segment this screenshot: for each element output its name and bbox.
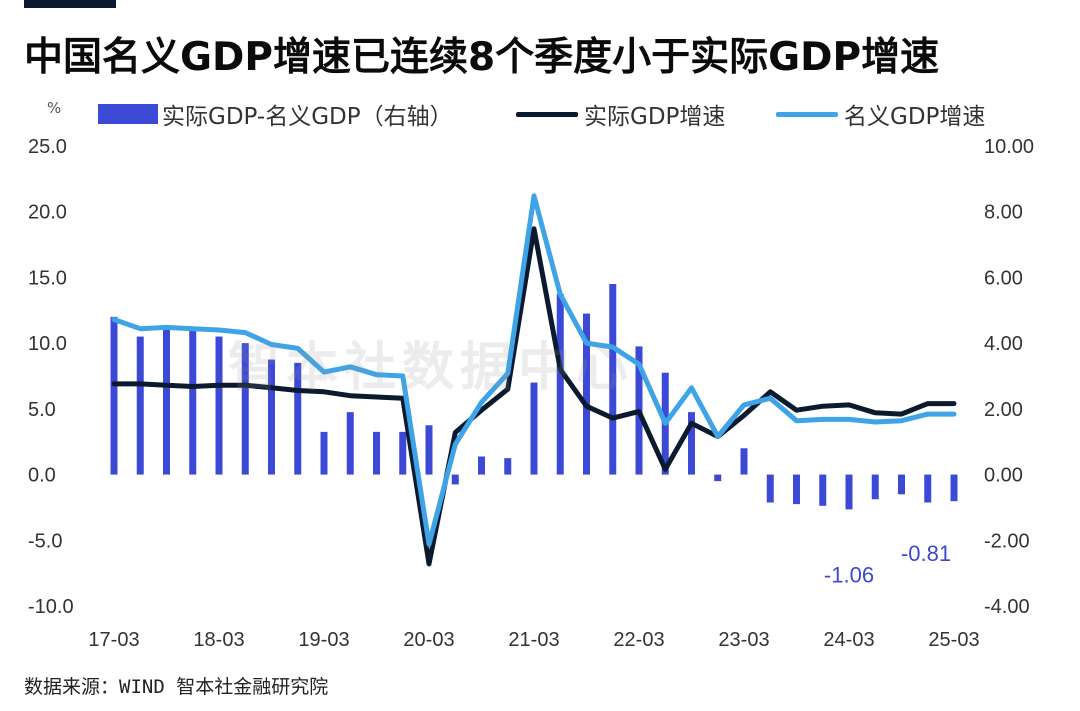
legend-nominal-label: 名义GDP增速 — [844, 104, 986, 130]
bar-value-annotation: -0.81 — [901, 541, 951, 566]
x-axis-tick-label: 23-03 — [718, 629, 769, 651]
diff-bar — [268, 359, 275, 475]
legend-real-swatch — [516, 111, 578, 117]
legend-bar-swatch — [98, 104, 158, 124]
x-axis-tick-label: 24-03 — [823, 629, 874, 651]
bar-value-annotation: -1.06 — [824, 562, 874, 587]
right-axis-tick-label: 8.00 — [984, 202, 1023, 224]
real-gdp-line — [111, 226, 957, 567]
diff-bar — [845, 474, 853, 510]
left-axis-tick-label: 25.0 — [28, 136, 67, 158]
right-axis-tick-label: -4.00 — [984, 596, 1030, 618]
legend-item-nominal: 名义GDP增速 — [776, 98, 985, 130]
diff-bar — [740, 448, 748, 475]
diff-bar — [583, 313, 590, 475]
diff-bar — [714, 474, 722, 482]
legend-item-bar: 实际GDP-名义GDP（右轴） — [98, 98, 453, 130]
diff-bar — [163, 330, 170, 475]
diff-bar — [451, 474, 459, 485]
source-note: 数据来源：WIND 智本社金融研究院 — [24, 676, 329, 698]
x-axis-tick-label: 21-03 — [508, 629, 559, 651]
left-axis-tick-label: 5.0 — [28, 399, 56, 421]
diff-bar — [530, 382, 538, 475]
diff-bar — [609, 284, 617, 475]
left-axis-tick-label: -5.0 — [28, 530, 62, 552]
right-axis-tick-label: 2.00 — [984, 399, 1023, 421]
x-axis-tick-label: 22-03 — [613, 629, 664, 651]
diff-bar — [898, 474, 905, 495]
diff-bar — [950, 474, 958, 502]
x-axis-tick-label: 17-03 — [88, 629, 139, 651]
diff-bar — [924, 474, 932, 503]
diff-bar — [320, 431, 328, 475]
diff-bar — [819, 474, 827, 506]
legend-real-label: 实际GDP增速 — [584, 104, 726, 130]
diff-bar — [373, 431, 380, 475]
left-axis-tick-label: -10.0 — [28, 596, 74, 618]
legend-bar-label: 实际GDP-名义GDP（右轴） — [162, 104, 453, 130]
x-axis-tick-label: 18-03 — [193, 629, 244, 651]
diff-bar — [294, 362, 302, 475]
watermark: 智本社数据中心 — [228, 338, 635, 398]
right-axis-tick-label: 4.00 — [984, 333, 1023, 355]
diff-bar — [478, 456, 485, 475]
title-accent-bar — [24, 0, 116, 8]
x-axis-tick-label: 19-03 — [298, 629, 349, 651]
diff-bar — [766, 474, 774, 503]
right-axis-tick-label: 0.00 — [984, 465, 1023, 487]
diff-bar — [110, 316, 118, 475]
diff-bar — [793, 474, 800, 505]
right-axis-tick-label: 6.00 — [984, 267, 1023, 289]
diff-bar — [346, 412, 354, 475]
nominal-gdp-line — [111, 193, 957, 547]
diff-bar — [504, 458, 512, 475]
left-axis-tick-label: 15.0 — [28, 267, 67, 289]
diff-bar — [556, 293, 564, 475]
chart-title: 中国名义GDP增速已连续8个季度小于实际GDP增速 — [24, 35, 940, 80]
left-axis-tick-label: 0.0 — [28, 465, 56, 487]
right-axis-tick-label: -2.00 — [984, 530, 1030, 552]
x-axis-tick-label: 20-03 — [403, 629, 454, 651]
right-axis-tick-label: 10.00 — [984, 136, 1034, 158]
legend-item-real: 实际GDP增速 — [516, 98, 725, 130]
legend-nominal-swatch — [776, 111, 838, 117]
left-axis-tick-label: 20.0 — [28, 202, 67, 224]
diff-bar — [136, 336, 144, 475]
diff-bar — [241, 343, 249, 475]
diff-bar — [688, 412, 695, 475]
diff-bar — [189, 330, 197, 475]
diff-bar — [425, 425, 433, 475]
diff-bar — [215, 336, 223, 475]
diff-bar — [871, 474, 879, 500]
left-axis-tick-label: 10.0 — [28, 333, 67, 355]
x-axis-tick-label: 25-03 — [928, 629, 979, 651]
diff-bar — [399, 431, 407, 475]
unit-label: % — [47, 99, 62, 117]
